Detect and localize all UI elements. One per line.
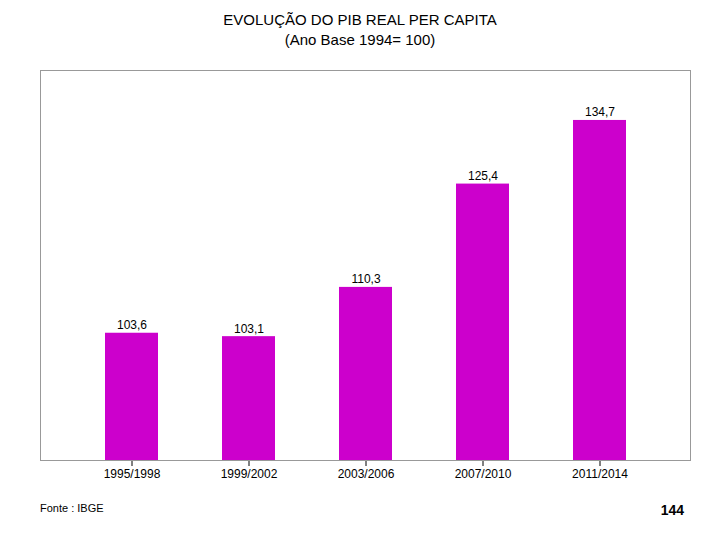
- html-text:Fonte : IBGE: Fonte : IBGE: [40, 502, 104, 514]
- svg-text:1999/2002: 1999/2002: [221, 467, 278, 481]
- svg-text:2007/2010: 2007/2010: [455, 467, 512, 481]
- svg-text:103,6: 103,6: [117, 318, 147, 332]
- html-text:144: 144: [660, 502, 684, 518]
- svg-text:103,1: 103,1: [234, 322, 264, 336]
- svg-text:2011/2014: 2011/2014: [572, 467, 628, 481]
- svg-text:134,7: 134,7: [585, 105, 615, 119]
- svg-text:110,3: 110,3: [351, 272, 380, 286]
- svg-text:1995/1998: 1995/1998: [104, 467, 161, 481]
- html-text:EVOLUÇÃO DO PIB REAL PER CAPIT: EVOLUÇÃO DO PIB REAL PER CAPITA: [223, 11, 497, 28]
- svg-text:125,4: 125,4: [468, 169, 498, 183]
- html-text:(Ano Base 1994= 100): (Ano Base 1994= 100): [284, 31, 436, 48]
- svg-text:2003/2006: 2003/2006: [338, 467, 395, 481]
